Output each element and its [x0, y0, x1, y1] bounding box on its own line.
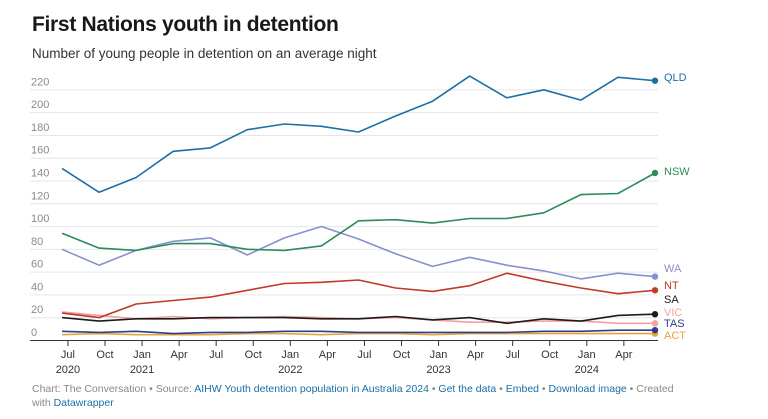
- grid-lines: [30, 89, 658, 341]
- x-tick-year-label: 2023: [426, 364, 450, 376]
- series-label-wa: WA: [664, 263, 682, 275]
- x-tick-label: Jan: [430, 349, 448, 361]
- x-tick-year-label: 2022: [278, 364, 302, 376]
- x-tick-label: Jul: [209, 349, 223, 361]
- x-tick-label: Oct: [393, 349, 410, 361]
- footer-credit: Chart: The Conversation • Source:: [32, 383, 195, 395]
- chart-title: First Nations youth in detention: [32, 13, 339, 36]
- embed-link[interactable]: Embed: [505, 383, 540, 395]
- footer-created-with: • Created with: [32, 383, 674, 409]
- series-endpoint-nt: [651, 287, 659, 294]
- series-label-act: ACT: [664, 330, 686, 342]
- x-tick-label: Jul: [61, 349, 75, 361]
- series-endpoint-wa: [651, 273, 659, 280]
- x-tick-label: Jul: [357, 349, 371, 361]
- x-tick-year-label: 2021: [130, 364, 154, 376]
- x-tick-label: Jan: [281, 349, 299, 361]
- series-line-nt: [61, 272, 656, 319]
- y-tick-label: 20: [31, 304, 43, 316]
- series-label-vic: VIC: [664, 307, 682, 319]
- chart-subtitle: Number of young people in detention on a…: [32, 46, 377, 61]
- y-tick-label: 160: [31, 145, 49, 157]
- y-tick-label: 40: [31, 281, 43, 293]
- series-label-qld: QLD: [664, 72, 687, 84]
- series-line-wa: [61, 225, 656, 280]
- y-tick-label: 220: [31, 76, 49, 88]
- x-tick-label: Apr: [319, 349, 336, 361]
- series-endpoint-nsw: [651, 169, 659, 177]
- x-axis: Jul 2020 Oct Jan 2021 Apr Jul Oct Jan 2022 Apr Jul O…: [56, 341, 633, 376]
- series-line-sa: [61, 313, 656, 325]
- get-data-link[interactable]: Get the data: [438, 383, 497, 395]
- footer-separator: •: [539, 383, 549, 395]
- x-tick-label: Oct: [96, 349, 113, 361]
- y-axis-ticks: 0 20 40 60 80 100 120 140 160 180 200 220: [31, 76, 49, 339]
- y-tick-label: 100: [31, 213, 49, 225]
- datawrapper-link[interactable]: Datawrapper: [53, 397, 114, 409]
- x-tick-label: Oct: [245, 349, 262, 361]
- x-tick-label: Jan: [578, 349, 596, 361]
- y-tick-label: 180: [31, 122, 49, 134]
- series-endpoint-vic: [651, 320, 659, 327]
- series-label-sa: SA: [664, 294, 679, 306]
- series-line-act: [61, 332, 655, 336]
- y-tick-label: 140: [31, 168, 49, 180]
- x-tick-label: Apr: [467, 349, 484, 361]
- y-tick-label: 60: [31, 259, 43, 271]
- series-lines: [61, 75, 659, 337]
- line-chart: 0 20 40 60 80 100 120 140 160 180 200 220 Jul 2020 Oc…: [30, 72, 690, 376]
- y-tick-label: 0: [31, 327, 37, 339]
- series-endpoint-sa: [651, 311, 659, 318]
- series-label-nsw: NSW: [664, 166, 690, 178]
- x-tick-label: Oct: [541, 349, 558, 361]
- y-tick-label: 200: [31, 99, 49, 111]
- x-tick-label: Jan: [133, 349, 151, 361]
- series-line-tas: [61, 329, 655, 335]
- x-tick-label: Apr: [615, 349, 632, 361]
- series-line-qld: [61, 75, 656, 194]
- series-line-nsw: [61, 172, 656, 252]
- footer-separator: •: [496, 383, 506, 395]
- y-tick-label: 120: [31, 190, 49, 202]
- series-endpoint-qld: [651, 77, 659, 84]
- chart-footer: Chart: The Conversation • Source: AIHW Y…: [32, 382, 692, 410]
- series-label-nt: NT: [664, 280, 679, 292]
- series-endpoint-tas: [651, 326, 659, 334]
- x-tick-year-label: 2024: [575, 364, 599, 376]
- footer-separator: •: [428, 383, 439, 395]
- series-label-tas: TAS: [664, 318, 685, 330]
- x-tick-year-label: 2020: [56, 364, 80, 376]
- download-image-link[interactable]: Download image: [548, 383, 627, 395]
- y-tick-label: 80: [31, 236, 43, 248]
- x-tick-label: Apr: [171, 349, 188, 361]
- source-link[interactable]: AIHW Youth detention population in Austr…: [194, 383, 429, 395]
- x-tick-label: Jul: [506, 349, 520, 361]
